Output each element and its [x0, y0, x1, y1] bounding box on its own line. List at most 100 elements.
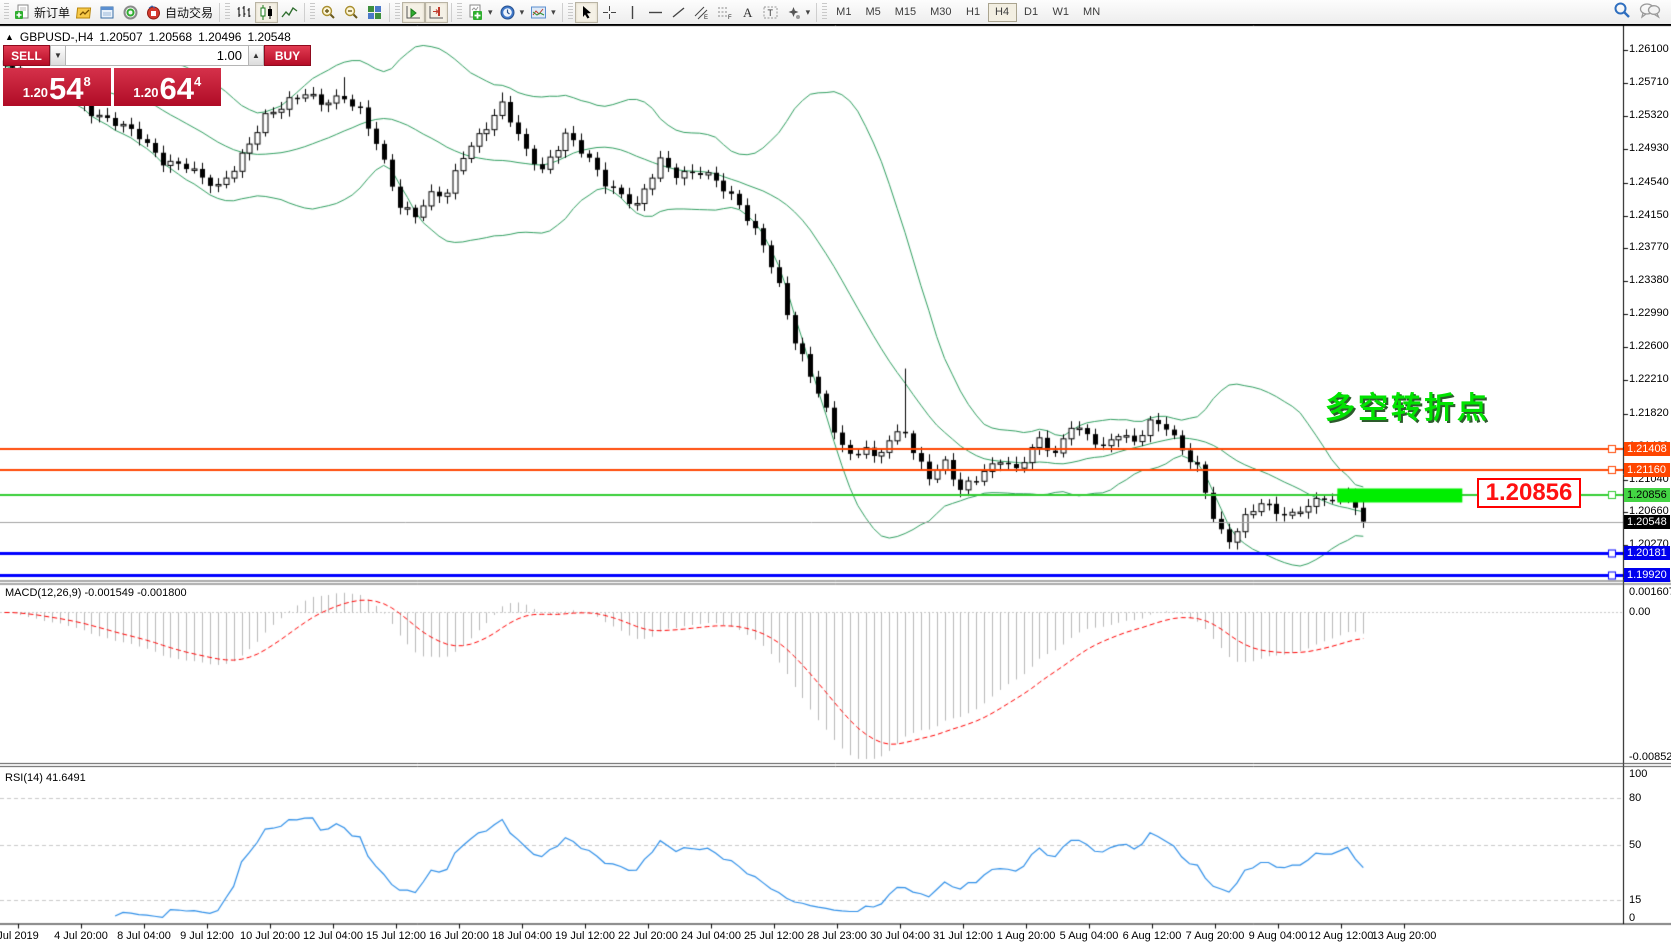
toolbar-grip: [225, 3, 231, 21]
indicators-button[interactable]: ▾: [464, 2, 496, 23]
timeframe-h1-button[interactable]: H1: [959, 3, 988, 22]
new-order-icon: [14, 4, 31, 21]
time-axis-label: 1 Aug 20:00: [996, 930, 1056, 942]
navigator-button[interactable]: [119, 2, 142, 23]
price-axis-tick: 1.25710: [1629, 76, 1669, 89]
dropdown-arrow-icon[interactable]: ▾: [551, 6, 556, 17]
data-window-icon: [99, 4, 116, 21]
text-button[interactable]: A: [736, 2, 759, 23]
tile-windows-icon: [366, 4, 383, 21]
timeframe-d1-button[interactable]: D1: [1017, 3, 1046, 22]
timeframe-h4-button[interactable]: H4: [987, 2, 1017, 22]
buy-price-figure: 1.20: [133, 85, 159, 100]
buy-price[interactable]: 1.20 64 4: [113, 68, 221, 106]
candlestick-button[interactable]: [255, 1, 279, 23]
one-click-controls: SELL ▼ ▲ BUY: [3, 45, 311, 66]
sell-button[interactable]: SELL: [3, 45, 50, 66]
cursor-button[interactable]: [574, 1, 598, 23]
volume-increase-button[interactable]: ▲: [248, 45, 264, 66]
periods-button[interactable]: ▾: [496, 2, 528, 23]
collapse-chart-icon[interactable]: ▲: [5, 32, 14, 42]
new-order-button[interactable]: 新订单: [11, 2, 73, 23]
candlestick-icon: [258, 4, 275, 21]
timeframe-m5-button[interactable]: M5: [858, 3, 887, 22]
rsi-axis-label: 0: [1629, 911, 1636, 924]
search-icon[interactable]: [1613, 1, 1631, 24]
channel-icon: E: [693, 4, 710, 21]
svg-text:T: T: [767, 8, 773, 18]
horizontal-line-icon: [647, 4, 664, 21]
volume-decrease-button[interactable]: ▼: [50, 45, 66, 66]
bid-ask-display: 1.20 54 8 1.20 64 4: [3, 68, 221, 106]
zoom-out-icon: [343, 4, 360, 21]
sell-price-point: 8: [83, 74, 91, 89]
svg-text:A: A: [743, 5, 753, 20]
templates-button[interactable]: ▾: [527, 2, 559, 23]
price-axis-tick: 1.22990: [1629, 307, 1669, 320]
vertical-line-button[interactable]: [621, 2, 644, 23]
time-axis-label: Jul 2019: [0, 930, 39, 942]
bid-price-tag: 1.20548: [1624, 514, 1670, 529]
arrows-button[interactable]: ▾: [782, 2, 814, 23]
bar-chart-icon: [235, 4, 252, 21]
toolbar-separator: [389, 2, 391, 22]
fibonacci-icon: F: [716, 4, 733, 21]
tile-windows-button[interactable]: [363, 2, 386, 23]
chart-symbol: GBPUSD-,H4: [19, 30, 94, 44]
sell-price[interactable]: 1.20 54 8: [3, 68, 111, 106]
price-axis-tick: 1.26100: [1629, 43, 1669, 55]
chat-icon[interactable]: [1639, 1, 1661, 24]
text-label-button[interactable]: T: [759, 2, 782, 23]
price-line-tag: 1.20856: [1624, 488, 1670, 503]
line-chart-button[interactable]: [278, 2, 301, 23]
rsi-axis-label: 50: [1629, 839, 1642, 852]
bar-chart-button[interactable]: [232, 2, 255, 23]
market-watch-button[interactable]: [73, 2, 96, 23]
autotrading-button[interactable]: 自动交易: [142, 2, 216, 23]
navigator-icon: [122, 4, 139, 21]
time-axis-label: 16 Jul 20:00: [429, 930, 489, 942]
time-axis-label: 30 Jul 04:00: [870, 930, 930, 942]
macd-axis-label: -0.008522: [1629, 751, 1671, 763]
time-axis-label: 28 Jul 23:00: [807, 930, 867, 942]
price-axis-tick: 1.22210: [1629, 373, 1669, 386]
price-line-tag: 1.20181: [1624, 545, 1670, 560]
ohlc-open: 1.20507: [99, 30, 143, 44]
horizontal-line-button[interactable]: [644, 2, 667, 23]
toolbar-grip: [822, 3, 828, 21]
fibonacci-button[interactable]: F: [713, 2, 736, 23]
dropdown-arrow-icon[interactable]: ▾: [805, 6, 811, 17]
timeframe-m30-button[interactable]: M30: [923, 3, 958, 22]
price-callout-box[interactable]: 1.20856: [1477, 478, 1581, 508]
volume-input[interactable]: [66, 45, 248, 66]
timeframe-m1-button[interactable]: M1: [829, 3, 858, 22]
data-window-button[interactable]: [96, 2, 119, 23]
chart-shift-button[interactable]: [425, 1, 449, 23]
turning-point-annotation: 多空转折点: [1325, 392, 1490, 425]
vertical-line-icon: [624, 4, 641, 21]
dropdown-arrow-icon[interactable]: ▾: [519, 6, 525, 17]
zoom-out-button[interactable]: [340, 2, 363, 23]
toolbar-separator: [219, 2, 221, 22]
trendline-button[interactable]: [667, 2, 690, 23]
channel-button[interactable]: E: [690, 2, 713, 23]
trendline-icon: [670, 4, 687, 21]
dropdown-arrow-icon[interactable]: ▾: [488, 6, 493, 17]
zoom-in-button[interactable]: [317, 2, 340, 23]
templates-icon: [530, 4, 547, 21]
toolbar-grip: [395, 3, 401, 21]
timeframe-w1-button[interactable]: W1: [1046, 3, 1077, 22]
time-axis-label: 10 Jul 20:00: [240, 930, 300, 942]
chart-canvas[interactable]: [0, 25, 1671, 947]
macd-axis-label: 0.00: [1629, 605, 1651, 618]
rsi-axis-label: 100: [1629, 768, 1648, 780]
time-axis-label: 24 Jul 04:00: [681, 930, 741, 942]
auto-scroll-button[interactable]: [402, 1, 426, 23]
timeframe-mn-button[interactable]: MN: [1076, 3, 1107, 22]
one-click-trading-panel: SELL ▼ ▲ BUY 1.20 54 8 1.20 64 4: [3, 45, 311, 106]
crosshair-button[interactable]: [598, 2, 621, 23]
timeframe-m15-button[interactable]: M15: [888, 3, 923, 22]
rsi-indicator-label: RSI(14) 41.6491: [5, 772, 86, 784]
buy-price-point: 4: [194, 74, 202, 89]
buy-button[interactable]: BUY: [264, 45, 311, 66]
